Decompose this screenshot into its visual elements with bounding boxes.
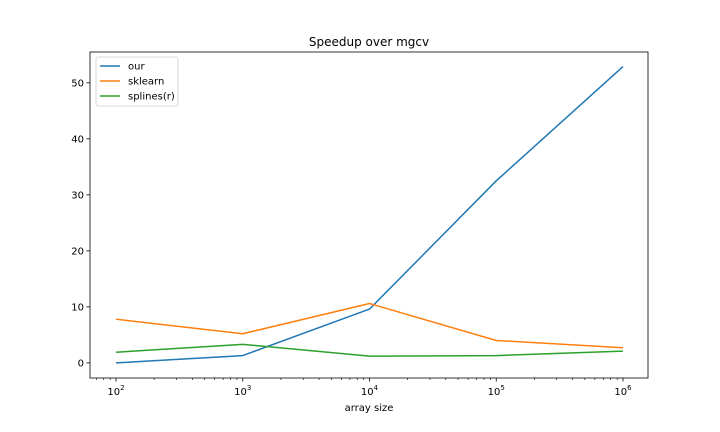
y-tick-label: 40 [71, 134, 84, 145]
legend-label: our [128, 62, 145, 73]
x-tick-label: 103 [234, 384, 251, 398]
chart-title: Speedup over mgcv [309, 35, 429, 49]
y-tick-label: 50 [71, 78, 84, 89]
series-line-our [115, 66, 624, 364]
plot-series [115, 66, 624, 364]
x-tick-label: 102 [107, 384, 124, 398]
legend: our sklearn splines(r) [95, 56, 179, 107]
y-tick-label: 0 [78, 358, 84, 369]
y-tick-label: 30 [71, 190, 84, 201]
legend-label: sklearn [128, 77, 164, 88]
x-axis: 102 103 104 105 106 [96, 378, 632, 398]
x-axis-label: array size [345, 403, 394, 414]
x-tick-label: 106 [614, 384, 632, 398]
y-tick-label: 10 [71, 302, 84, 313]
x-tick-label: 105 [488, 384, 505, 398]
y-tick-label: 20 [71, 246, 84, 257]
legend-label: splines(r) [128, 92, 175, 103]
y-axis: 0 10 20 30 40 50 [71, 78, 90, 369]
series-line-sklearn [115, 302, 624, 349]
legend-box [95, 56, 179, 107]
series-line-splines-r [115, 343, 624, 357]
plot-frame [89, 51, 649, 379]
x-tick-label: 104 [361, 384, 379, 398]
